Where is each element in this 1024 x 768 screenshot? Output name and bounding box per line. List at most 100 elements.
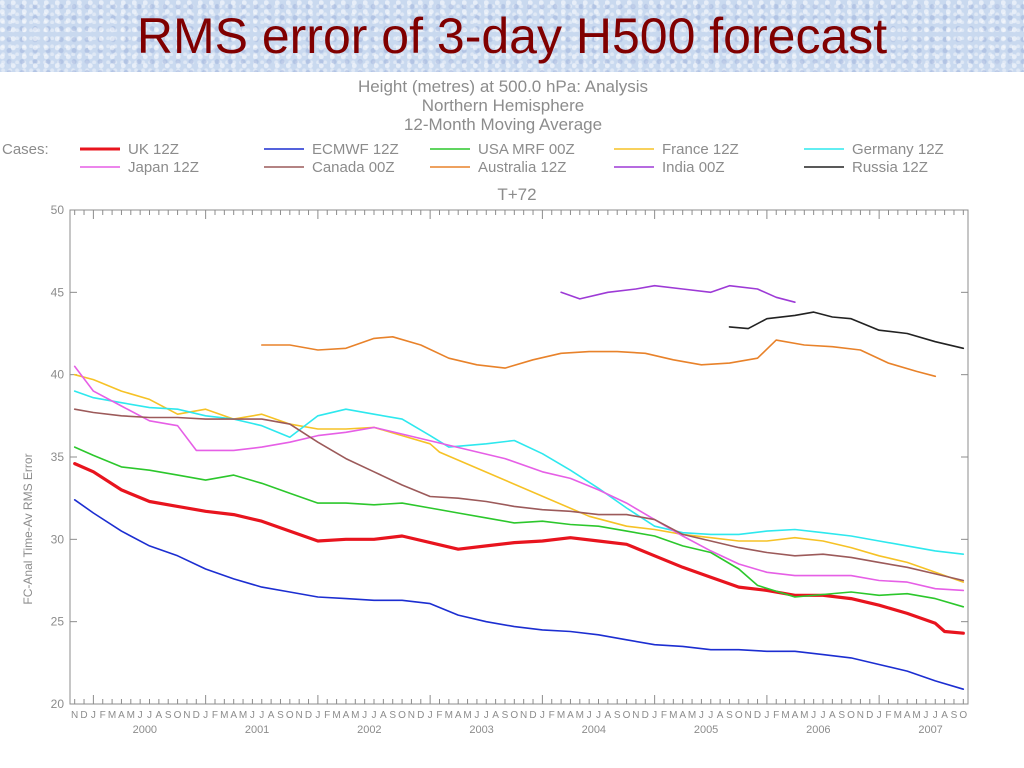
x-month-label: O xyxy=(959,710,967,721)
x-month-label: S xyxy=(502,710,509,721)
x-month-label: A xyxy=(492,710,499,721)
x-month-label: J xyxy=(596,710,601,721)
x-month-label: F xyxy=(885,710,891,721)
x-month-label: J xyxy=(923,710,928,721)
x-year-label: 2003 xyxy=(469,724,493,736)
x-month-label: A xyxy=(156,710,163,721)
x-month-label: A xyxy=(230,710,237,721)
x-month-label: D xyxy=(754,710,761,721)
x-year-label: 2005 xyxy=(694,724,718,736)
x-month-label: J xyxy=(540,710,545,721)
x-month-label: J xyxy=(811,710,816,721)
x-month-label: S xyxy=(951,710,958,721)
legend-label: India 00Z xyxy=(662,159,725,176)
rms-error-chart: Height (metres) at 500.0 hPa: Analysis N… xyxy=(2,77,969,736)
x-month-label: O xyxy=(510,710,518,721)
y-tick-label: 20 xyxy=(51,697,65,711)
x-month-label: F xyxy=(212,710,218,721)
x-month-label: O xyxy=(735,710,743,721)
x-month-label: A xyxy=(605,710,612,721)
x-month-label: D xyxy=(193,710,200,721)
x-month-label: M xyxy=(332,710,340,721)
legend: UK 12Z ECMWF 12Z USA MRF 00Z France 12Z Germ… xyxy=(80,141,944,176)
chart-header: Height (metres) at 500.0 hPa: Analysis N… xyxy=(358,77,648,134)
y-tick-label: 35 xyxy=(51,450,65,464)
x-month-label: J xyxy=(877,710,882,721)
chart-header-line-1: Height (metres) at 500.0 hPa: Analysis xyxy=(358,77,648,96)
x-month-label: M xyxy=(239,710,247,721)
x-month-label: M xyxy=(894,710,902,721)
x-month-label: A xyxy=(679,710,686,721)
x-month-label: A xyxy=(941,710,948,721)
x-month-label: A xyxy=(829,710,836,721)
series-line xyxy=(73,446,965,608)
legend-label: UK 12Z xyxy=(128,141,179,158)
legend-label: Japan 12Z xyxy=(128,159,199,176)
x-month-label: M xyxy=(576,710,584,721)
x-month-label: M xyxy=(800,710,808,721)
x-month-label: M xyxy=(463,710,471,721)
x-month-label: N xyxy=(857,710,864,721)
x-month-label: A xyxy=(118,710,125,721)
legend-cases-label: Cases: xyxy=(2,141,49,158)
x-month-label: J xyxy=(708,710,713,721)
y-tick-label: 45 xyxy=(51,285,65,299)
legend-label: Russia 12Z xyxy=(852,159,928,176)
x-month-label: S xyxy=(277,710,284,721)
x-month-label: F xyxy=(661,710,667,721)
series-line xyxy=(260,335,937,378)
x-month-label: A xyxy=(268,710,275,721)
plot-frame xyxy=(69,209,969,705)
x-month-label: J xyxy=(764,710,769,721)
x-month-label: A xyxy=(380,710,387,721)
x-month-label: O xyxy=(847,710,855,721)
x-month-label: J xyxy=(147,710,152,721)
x-year-label: 2007 xyxy=(918,724,942,736)
x-month-label: F xyxy=(324,710,330,721)
x-month-label: D xyxy=(80,710,87,721)
x-month-label: M xyxy=(351,710,359,721)
legend-label: ECMWF 12Z xyxy=(312,141,399,158)
series-line xyxy=(73,408,965,582)
legend-label: USA MRF 00Z xyxy=(478,141,575,158)
chart-subtitle: T+72 xyxy=(497,185,536,204)
x-year-label: 2001 xyxy=(245,724,269,736)
series-line xyxy=(73,462,965,635)
x-month-label: J xyxy=(474,710,479,721)
y-tick-label: 50 xyxy=(51,203,65,217)
legend-label: Australia 12Z xyxy=(478,159,566,176)
x-month-label: D xyxy=(305,710,312,721)
x-month-label: N xyxy=(296,710,303,721)
x-year-label: 2006 xyxy=(806,724,830,736)
legend-label: France 12Z xyxy=(662,141,739,158)
x-month-label: M xyxy=(669,710,677,721)
chart-header-line-2: Northern Hemisphere xyxy=(422,96,585,115)
x-month-label: M xyxy=(781,710,789,721)
x-month-label: J xyxy=(587,710,592,721)
x-month-label: N xyxy=(520,710,527,721)
x-month-label: A xyxy=(792,710,799,721)
series-line xyxy=(73,365,965,592)
y-tick-label: 40 xyxy=(51,368,65,382)
series-line xyxy=(73,373,965,583)
x-month-label: A xyxy=(904,710,911,721)
x-month-label: M xyxy=(445,710,453,721)
x-month-label: J xyxy=(428,710,433,721)
x-month-label: J xyxy=(259,710,264,721)
x-month-label: J xyxy=(821,710,826,721)
series-line xyxy=(73,390,965,556)
x-month-label: J xyxy=(652,710,657,721)
x-month-label: O xyxy=(398,710,406,721)
x-month-label: D xyxy=(529,710,536,721)
chart-header-line-3: 12-Month Moving Average xyxy=(404,115,602,134)
x-month-label: J xyxy=(484,710,489,721)
x-month-label: O xyxy=(174,710,182,721)
x-year-label: 2004 xyxy=(582,724,606,736)
x-month-label: J xyxy=(933,710,938,721)
x-month-label: S xyxy=(165,710,172,721)
x-month-label: N xyxy=(71,710,78,721)
x-year-label: 2002 xyxy=(357,724,381,736)
x-month-label: D xyxy=(866,710,873,721)
x-month-label: J xyxy=(138,710,143,721)
x-month-label: M xyxy=(127,710,135,721)
